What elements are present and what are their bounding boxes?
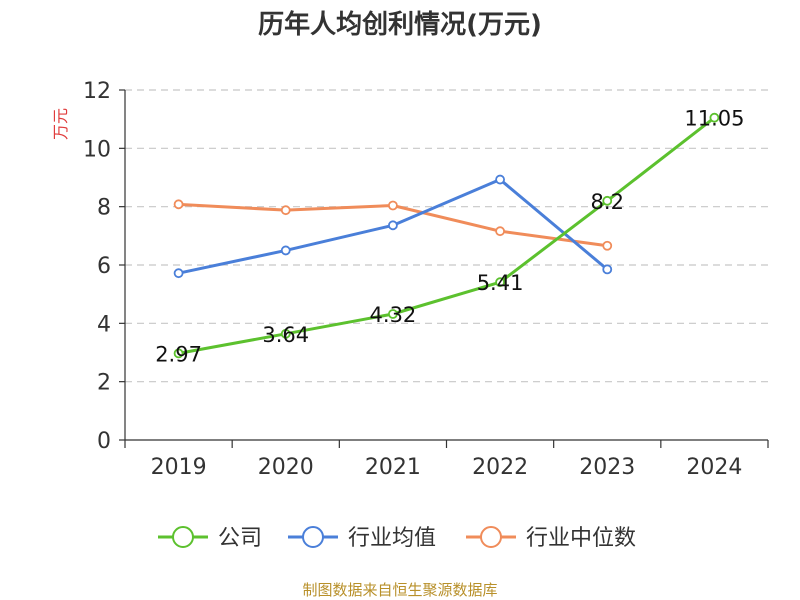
point-行业中位数-2019: [173, 199, 184, 210]
series-2: [173, 199, 613, 251]
point-行业均值-2019: [173, 268, 184, 279]
y-tick-label-8: 8: [97, 196, 111, 221]
legend-marker-1: [302, 526, 324, 548]
legend-marker-0: [172, 526, 194, 548]
chart-title: 历年人均创利情况(万元): [258, 9, 542, 40]
point-行业中位数-2023: [602, 240, 613, 251]
grid: [125, 89, 768, 383]
data-label-2024: 11.05: [684, 107, 744, 131]
axes: 0 2 4 6 8 10 12 2019 2020 2021 2022 2023 2024: [83, 79, 769, 480]
point-行业均值-2021: [388, 220, 398, 231]
point-公司-2019: [173, 348, 184, 359]
y-tick-label-4: 4: [97, 312, 111, 337]
series-line-公司: [178, 116, 716, 355]
point-行业中位数-2021: [388, 200, 398, 211]
legend-item-1[interactable]: 行业均值: [288, 526, 436, 551]
data-label-2019: 2.97: [155, 342, 202, 366]
legend-label-2: 行业中位数: [526, 526, 636, 551]
y-axis-label: 万元: [51, 108, 70, 140]
source-note: 制图数据来自恒生聚源数据库: [302, 581, 497, 599]
legend-label-1: 行业均值: [348, 526, 436, 551]
x-tick-label-2024: 2024: [686, 455, 742, 480]
series-1: [173, 174, 613, 279]
y-tick-label-12: 12: [83, 79, 111, 104]
point-行业均值-2020: [280, 245, 291, 256]
y-tick-label-2: 2: [97, 371, 111, 396]
data-labels: 2.97 3.64 4.32 5.41 8.2 11.05: [155, 107, 744, 367]
legend-label-0: 公司: [218, 526, 262, 551]
series-lines: [173, 112, 720, 359]
data-label-2022: 5.41: [477, 271, 524, 295]
y-tick-label-0: 0: [97, 429, 111, 454]
legend-item-2[interactable]: 行业中位数: [466, 526, 636, 551]
point-公司-2021: [388, 309, 398, 319]
data-label-2021: 4.32: [370, 303, 417, 327]
x-tick-label-2022: 2022: [472, 455, 528, 480]
series-0: [173, 112, 720, 359]
point-公司-2023: [602, 195, 613, 206]
data-label-2023: 8.2: [591, 190, 624, 214]
point-公司-2020: [280, 328, 291, 339]
point-行业中位数-2022: [495, 226, 505, 237]
point-行业均值-2022: [495, 174, 505, 185]
data-label-2020: 3.64: [262, 323, 309, 347]
x-tick-label-2019: 2019: [151, 455, 207, 480]
point-公司-2022: [495, 277, 505, 288]
legend[interactable]: 公司 行业均值 行业中位数: [158, 526, 636, 551]
x-tick-label-2021: 2021: [365, 455, 421, 480]
y-tick-label-6: 6: [97, 254, 111, 279]
y-tick-label-10: 10: [83, 137, 111, 162]
x-tick-label-2023: 2023: [579, 455, 635, 480]
point-行业中位数-2020: [280, 205, 291, 216]
legend-item-0[interactable]: 公司: [158, 526, 262, 551]
point-行业均值-2023: [602, 264, 613, 275]
legend-marker-2: [480, 526, 502, 548]
x-tick-label-2020: 2020: [258, 455, 314, 480]
point-公司-2024: [709, 112, 720, 123]
